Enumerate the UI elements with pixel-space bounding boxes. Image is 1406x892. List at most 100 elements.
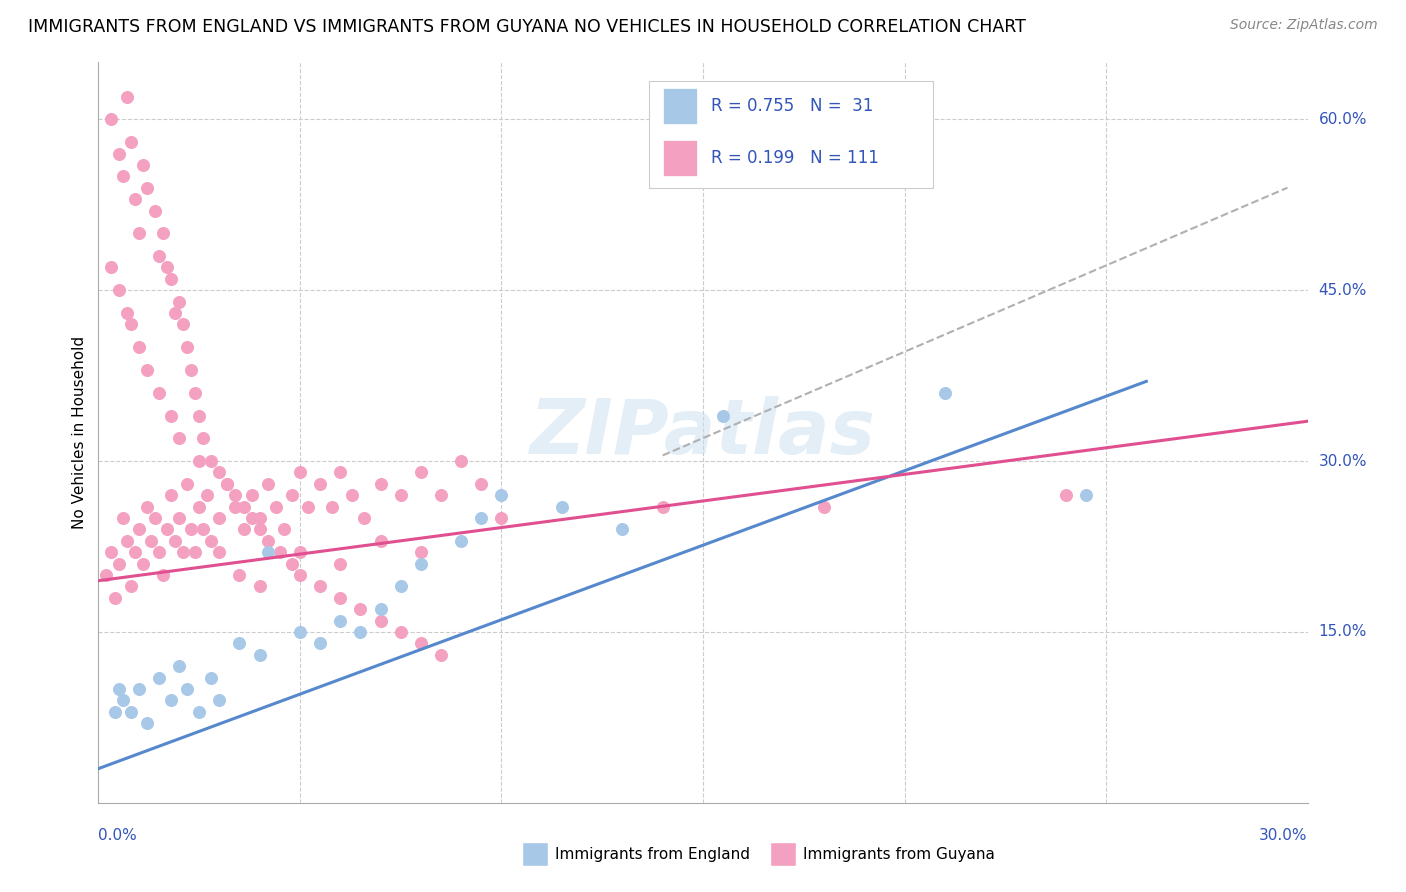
Point bbox=[132, 557, 155, 571]
Point bbox=[256, 476, 278, 491]
Point bbox=[370, 533, 392, 548]
Point bbox=[370, 602, 392, 616]
Point bbox=[188, 500, 211, 514]
Point bbox=[167, 431, 190, 445]
Text: Source: ZipAtlas.com: Source: ZipAtlas.com bbox=[1230, 18, 1378, 32]
Point bbox=[143, 203, 166, 218]
Point bbox=[249, 511, 271, 525]
Point bbox=[176, 476, 198, 491]
Point bbox=[200, 671, 222, 685]
Bar bbox=[769, 842, 796, 866]
Point bbox=[148, 671, 170, 685]
Point bbox=[217, 476, 239, 491]
Bar bbox=[522, 842, 548, 866]
Point bbox=[96, 568, 118, 582]
Point bbox=[389, 579, 412, 593]
Point bbox=[148, 385, 170, 400]
Point bbox=[111, 511, 134, 525]
Point bbox=[135, 500, 157, 514]
Point bbox=[135, 716, 157, 731]
Point bbox=[329, 466, 352, 480]
Point bbox=[329, 557, 352, 571]
Point bbox=[249, 648, 271, 662]
Point bbox=[107, 681, 129, 696]
Point bbox=[100, 545, 122, 559]
Text: 60.0%: 60.0% bbox=[1319, 112, 1367, 127]
Point bbox=[329, 614, 352, 628]
Point bbox=[107, 146, 129, 161]
Text: Immigrants from Guyana: Immigrants from Guyana bbox=[803, 847, 995, 863]
Point bbox=[288, 568, 311, 582]
Point bbox=[208, 693, 231, 707]
Point bbox=[224, 500, 246, 514]
Point bbox=[120, 579, 142, 593]
Point bbox=[172, 318, 194, 332]
Text: R = 0.755   N =  31: R = 0.755 N = 31 bbox=[711, 97, 875, 115]
Point bbox=[176, 681, 198, 696]
Point bbox=[148, 545, 170, 559]
Point bbox=[813, 500, 835, 514]
Point bbox=[208, 545, 231, 559]
Point bbox=[249, 523, 271, 537]
Point bbox=[491, 511, 513, 525]
Point bbox=[651, 500, 673, 514]
Point bbox=[115, 306, 138, 320]
Point bbox=[167, 659, 190, 673]
Point bbox=[135, 180, 157, 194]
Bar bbox=[664, 88, 697, 124]
Point bbox=[180, 523, 202, 537]
Point bbox=[551, 500, 574, 514]
FancyBboxPatch shape bbox=[648, 81, 932, 188]
Point bbox=[491, 488, 513, 502]
Point bbox=[115, 89, 138, 103]
Point bbox=[228, 636, 250, 650]
Point bbox=[450, 533, 472, 548]
Point bbox=[409, 466, 432, 480]
Point bbox=[172, 545, 194, 559]
Point bbox=[120, 318, 142, 332]
Point bbox=[1074, 488, 1097, 502]
Point bbox=[430, 648, 453, 662]
Text: IMMIGRANTS FROM ENGLAND VS IMMIGRANTS FROM GUYANA NO VEHICLES IN HOUSEHOLD CORRE: IMMIGRANTS FROM ENGLAND VS IMMIGRANTS FR… bbox=[28, 18, 1026, 36]
Point bbox=[195, 488, 218, 502]
Point bbox=[103, 705, 125, 719]
Point bbox=[409, 636, 432, 650]
Point bbox=[160, 488, 183, 502]
Point bbox=[160, 409, 183, 423]
Point bbox=[193, 431, 215, 445]
Point bbox=[612, 523, 634, 537]
Point bbox=[200, 533, 222, 548]
Point bbox=[288, 466, 311, 480]
Point bbox=[160, 693, 183, 707]
Point bbox=[156, 260, 179, 275]
Point bbox=[228, 568, 250, 582]
Point bbox=[128, 523, 150, 537]
Point bbox=[409, 557, 432, 571]
Text: ZIPatlas: ZIPatlas bbox=[530, 396, 876, 469]
Point bbox=[321, 500, 343, 514]
Point bbox=[167, 294, 190, 309]
Point bbox=[288, 545, 311, 559]
Point bbox=[288, 624, 311, 639]
Point bbox=[450, 454, 472, 468]
Point bbox=[148, 249, 170, 263]
Point bbox=[163, 533, 186, 548]
Point bbox=[160, 272, 183, 286]
Point bbox=[264, 500, 287, 514]
Point bbox=[152, 227, 174, 241]
Text: 0.0%: 0.0% bbox=[98, 828, 138, 843]
Point bbox=[208, 511, 231, 525]
Point bbox=[349, 602, 371, 616]
Point bbox=[143, 511, 166, 525]
Point bbox=[430, 488, 453, 502]
Point bbox=[269, 545, 291, 559]
Point bbox=[167, 511, 190, 525]
Point bbox=[124, 192, 146, 206]
Point bbox=[256, 533, 278, 548]
Point bbox=[711, 409, 734, 423]
Point bbox=[217, 476, 239, 491]
Point bbox=[100, 260, 122, 275]
Bar bbox=[664, 140, 697, 176]
Point bbox=[156, 523, 179, 537]
Point bbox=[188, 409, 211, 423]
